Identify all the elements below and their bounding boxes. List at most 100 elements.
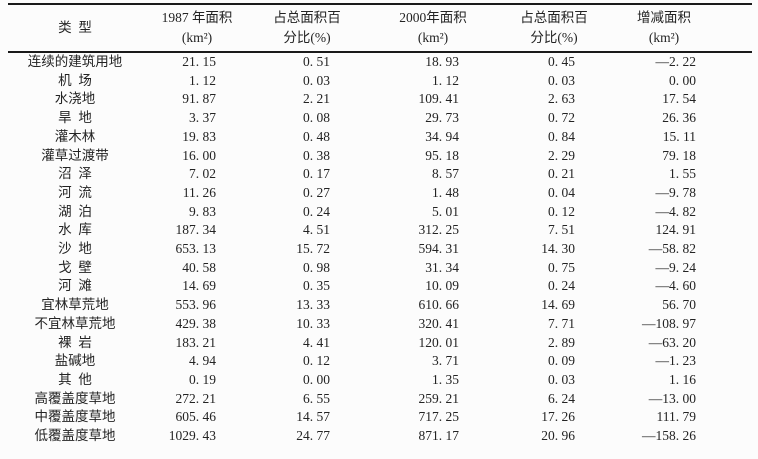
cell-label: 沙 地 (58, 241, 92, 257)
cell-spacer (724, 109, 752, 128)
cell-a1987: 0. 19 (189, 371, 216, 387)
cell-change: —2. 22 (655, 54, 697, 69)
cell-a2000: 18. 93 (425, 54, 459, 69)
cell-a2000: 120. 01 (418, 334, 460, 350)
header-pct-2000: 占总面积百 分比(%) (504, 4, 604, 53)
cell-p2000: 7. 71 (548, 315, 575, 331)
cell-p2000: 0. 21 (548, 166, 575, 182)
table-row: 高覆盖度草地 272. 21 6. 55 259. 21 6. 24 —13. 00 (8, 390, 752, 409)
cell-spacer (724, 147, 752, 166)
header-type-label: 类 型 (58, 20, 92, 35)
table-row: 水 库 187. 34 4. 51 312. 25 7. 51 124. 91 (8, 221, 752, 240)
cell-label: 不宜林草荒地 (34, 315, 116, 331)
cell-p2000: 7. 51 (548, 222, 575, 238)
cell-a2000: 34. 94 (425, 128, 459, 144)
table-row: 沙 地 653. 13 15. 72 594. 31 14. 30 —58. 82 (8, 240, 752, 259)
cell-spacer (724, 296, 752, 315)
cell-p2000: 20. 96 (541, 428, 575, 444)
cell-change: —4. 82 (655, 203, 697, 219)
cell-p2000: 2. 89 (548, 334, 575, 350)
cell-label: 灌草过渡带 (41, 147, 109, 163)
cell-label: 连续的建筑用地 (27, 54, 123, 69)
cell-spacer (724, 221, 752, 240)
table-row: 沼 泽 7. 02 0. 17 8. 57 0. 21 1. 55 (8, 165, 752, 184)
cell-a2000: 1. 12 (432, 72, 459, 88)
table-row: 戈 壁 40. 58 0. 98 31. 34 0. 75 —9. 24 (8, 259, 752, 278)
cell-a2000: 320. 41 (418, 315, 460, 331)
cell-p1987: 6. 55 (303, 390, 330, 406)
cell-change: 56. 70 (662, 297, 696, 313)
table-row: 不宜林草荒地 429. 38 10. 33 320. 41 7. 71 —108. 97 (8, 315, 752, 334)
cell-label: 沼 泽 (58, 166, 92, 182)
table-row: 灌草过渡带 16. 00 0. 38 95. 18 2. 29 79. 18 (8, 147, 752, 166)
cell-label: 湖 泊 (58, 203, 92, 219)
cell-p1987: 15. 72 (296, 241, 330, 257)
table-row: 其 他 0. 19 0. 00 1. 35 0. 03 1. 16 (8, 371, 752, 390)
cell-spacer (724, 72, 752, 91)
cell-p1987: 0. 24 (303, 203, 330, 219)
cell-spacer (724, 184, 752, 203)
cell-change: —1. 23 (655, 353, 697, 369)
cell-change: —58. 82 (648, 241, 696, 257)
cell-p2000: 2. 63 (548, 91, 575, 107)
cell-p1987: 0. 12 (303, 353, 330, 369)
table-row: 水浇地 91. 87 2. 21 109. 41 2. 63 17. 54 (8, 90, 752, 109)
cell-a2000: 109. 41 (418, 91, 460, 107)
cell-p2000: 17. 26 (541, 409, 575, 425)
cell-p2000: 0. 04 (548, 184, 575, 200)
cell-a2000: 259. 21 (418, 390, 460, 406)
table-row: 湖 泊 9. 83 0. 24 5. 01 0. 12 —4. 82 (8, 203, 752, 222)
table-row: 灌木林 19. 83 0. 48 34. 94 0. 84 15. 11 (8, 128, 752, 147)
cell-change: 111. 79 (656, 409, 697, 425)
cell-p2000: 2. 29 (548, 147, 575, 163)
cell-label: 盐碱地 (54, 353, 96, 369)
header-area-1987: 1987 年面积 (km²) (142, 4, 252, 53)
cell-change: 26. 36 (662, 110, 696, 126)
cell-change: 0. 00 (669, 72, 696, 88)
cell-spacer (724, 371, 752, 390)
cell-label: 水 库 (58, 222, 92, 238)
cell-change: —63. 20 (648, 334, 696, 350)
cell-p2000: 0. 75 (548, 259, 575, 275)
header-spacer (724, 4, 752, 53)
cell-change: 79. 18 (662, 147, 696, 163)
table-row: 低覆盖度草地 1029. 43 24. 77 871. 17 20. 96 —158. 2… (8, 427, 752, 446)
cell-spacer (724, 390, 752, 409)
cell-p1987: 13. 33 (296, 297, 330, 313)
cell-a2000: 5. 01 (432, 203, 459, 219)
cell-change: —4. 60 (655, 278, 697, 294)
cell-label: 机 场 (58, 72, 92, 88)
cell-a2000: 29. 73 (425, 110, 459, 126)
cell-change: 1. 16 (669, 371, 696, 387)
table-row: 旱 地 3. 37 0. 08 29. 73 0. 72 26. 36 (8, 109, 752, 128)
cell-a2000: 717. 25 (418, 409, 460, 425)
cell-p2000: 0. 03 (548, 371, 575, 387)
cell-a1987: 1. 12 (189, 72, 216, 88)
table-row: 机 场 1. 12 0. 03 1. 12 0. 03 0. 00 (8, 72, 752, 91)
table-row: 盐碱地 4. 94 0. 12 3. 71 0. 09 —1. 23 (8, 352, 752, 371)
cell-p1987: 2. 21 (303, 91, 330, 107)
cell-label: 河 流 (58, 184, 92, 200)
cell-spacer (724, 427, 752, 446)
cell-a1987: 3. 37 (189, 110, 216, 126)
cell-a1987: 19. 83 (182, 128, 216, 144)
cell-p2000: 0. 45 (548, 54, 575, 69)
cell-p1987: 14. 57 (296, 409, 330, 425)
cell-spacer (724, 259, 752, 278)
cell-label: 水浇地 (54, 91, 96, 107)
cell-change: —158. 26 (642, 428, 696, 444)
cell-a1987: 187. 34 (175, 222, 217, 238)
cell-p1987: 0. 00 (303, 371, 330, 387)
cell-change: 124. 91 (655, 222, 697, 238)
cell-a2000: 95. 18 (425, 147, 459, 163)
cell-spacer (724, 240, 752, 259)
cell-label: 宜林草荒地 (41, 297, 109, 313)
cell-p1987: 0. 27 (303, 184, 330, 200)
cell-spacer (724, 90, 752, 109)
land-use-change-table: 类 型 1987 年面积 (km²) 占总面积百 分比(%) 2000年面积 (… (8, 3, 752, 446)
cell-p1987: 24. 77 (296, 428, 330, 444)
table-row: 河 流 11. 26 0. 27 1. 48 0. 04 —9. 78 (8, 184, 752, 203)
cell-a1987: 9. 83 (189, 203, 216, 219)
table-row: 中覆盖度草地 605. 46 14. 57 717. 25 17. 26 111. 79 (8, 408, 752, 427)
cell-label: 河 滩 (58, 278, 92, 294)
